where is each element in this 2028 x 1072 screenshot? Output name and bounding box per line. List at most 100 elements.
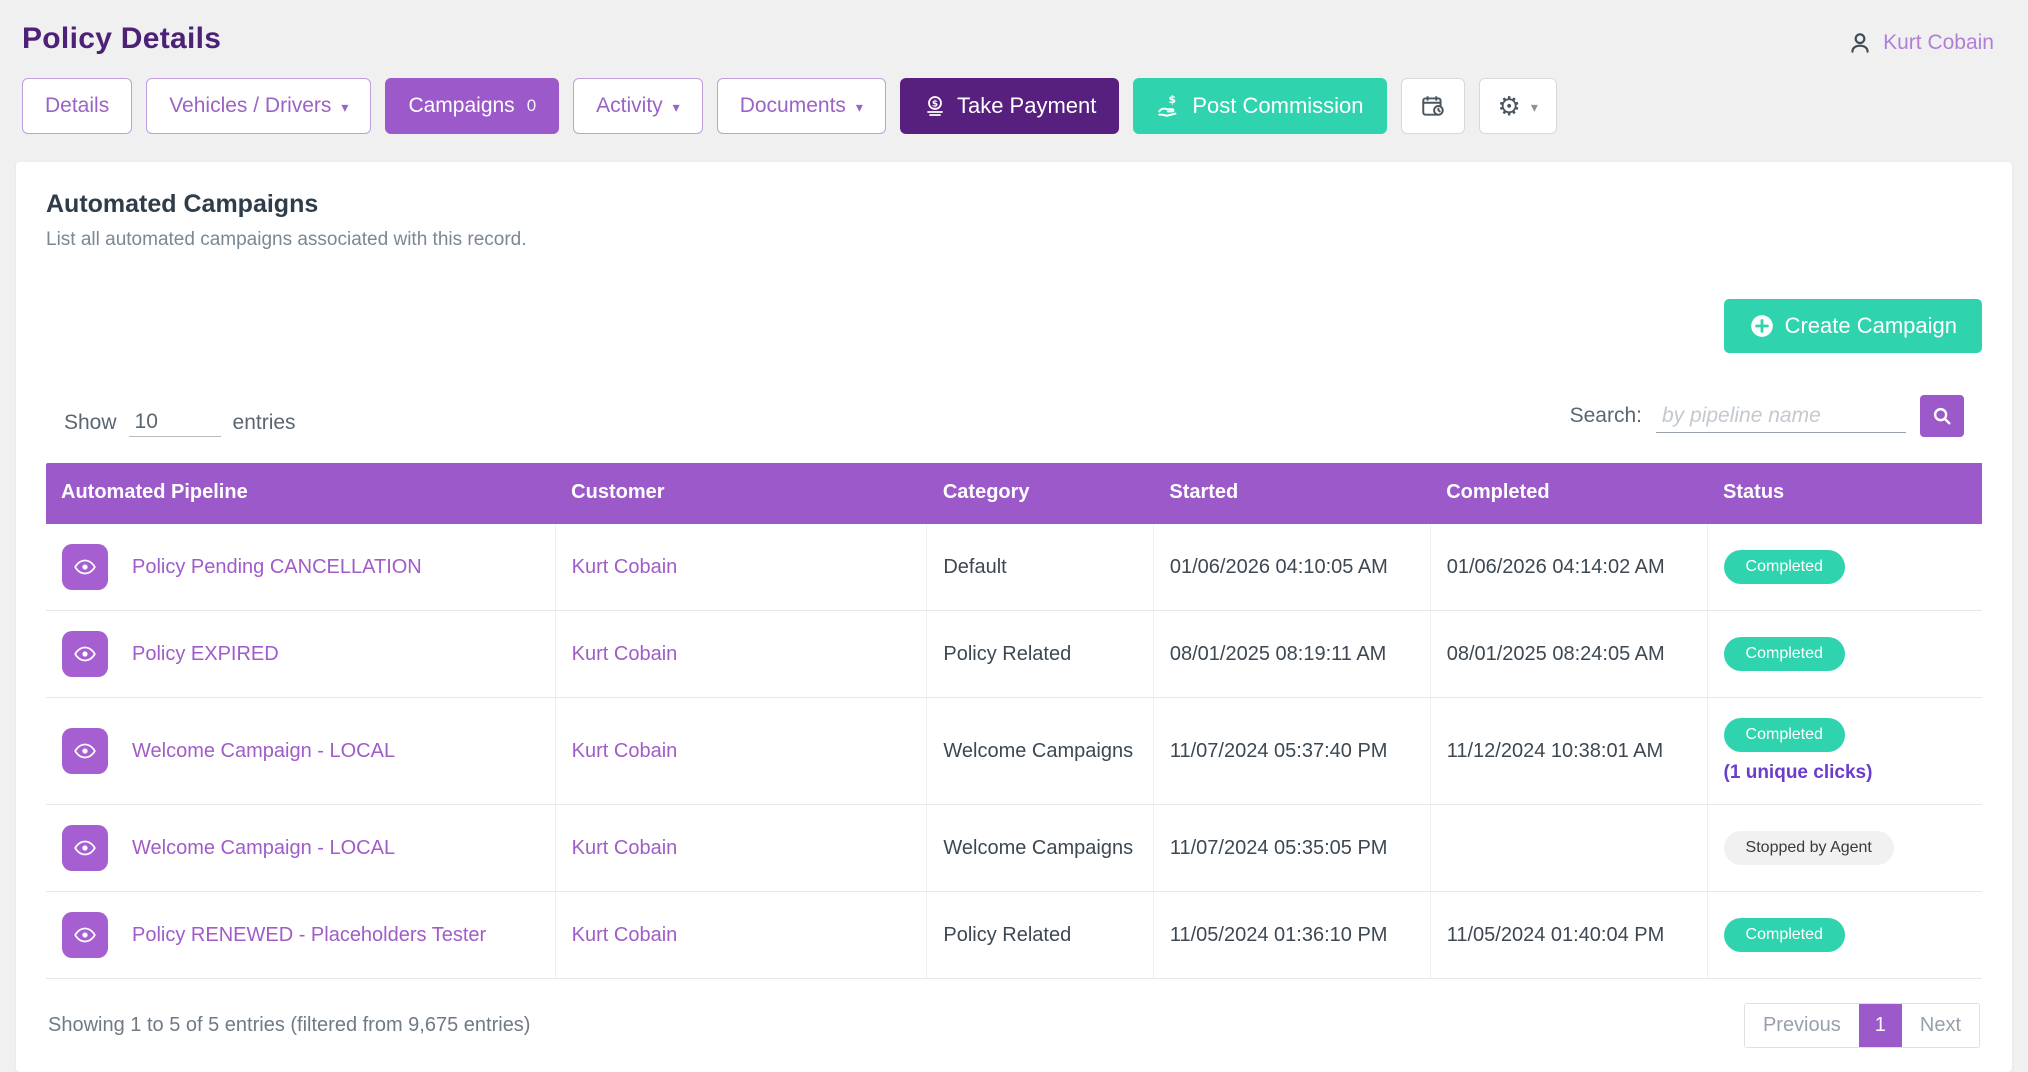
header-automated-pipeline[interactable]: Automated Pipeline: [46, 463, 556, 523]
table-row: Policy EXPIRED Kurt Cobain Policy Relate…: [46, 610, 1982, 698]
pipeline-link[interactable]: Policy RENEWED - Placeholders Tester: [132, 923, 487, 946]
post-commission-button[interactable]: $ Post Commission: [1133, 78, 1387, 134]
started-cell: 11/07/2024 05:37:40 PM: [1153, 697, 1431, 805]
customer-link[interactable]: Kurt Cobain: [571, 642, 678, 665]
activity-label: Activity: [596, 94, 663, 117]
header-completed[interactable]: Completed: [1430, 463, 1708, 523]
chevron-down-icon: ▾: [341, 98, 349, 115]
show-label: Show: [64, 410, 117, 434]
eye-icon: [73, 739, 97, 763]
user-name: Kurt Cobain: [1883, 31, 1994, 54]
customer-link[interactable]: Kurt Cobain: [571, 923, 678, 946]
completed-cell: [1430, 804, 1708, 892]
create-campaign-label: Create Campaign: [1784, 313, 1957, 338]
pipeline-link[interactable]: Policy EXPIRED: [132, 642, 279, 665]
hand-holding-dollar-icon: $: [1156, 93, 1182, 119]
pipeline-link[interactable]: Welcome Campaign - LOCAL: [132, 739, 396, 762]
pipeline-link[interactable]: Welcome Campaign - LOCAL: [132, 836, 396, 859]
started-cell: 11/05/2024 01:36:10 PM: [1153, 891, 1431, 979]
svg-text:$: $: [932, 100, 938, 110]
category-cell: Policy Related: [926, 610, 1154, 698]
category-cell: Policy Related: [926, 891, 1154, 979]
post-commission-label: Post Commission: [1192, 93, 1364, 118]
campaigns-table: Automated Pipeline Customer Category Sta…: [46, 463, 1982, 979]
section-heading: Automated Campaigns: [46, 190, 319, 218]
customer-link[interactable]: Kurt Cobain: [571, 739, 678, 762]
status-badge: Stopped by Agent: [1723, 831, 1894, 865]
started-cell: 11/07/2024 05:35:05 PM: [1153, 804, 1431, 892]
documents-label: Documents: [739, 94, 846, 117]
category-cell: Welcome Campaigns: [926, 697, 1154, 805]
table-row: Policy Pending CANCELLATION Kurt Cobain …: [46, 522, 1982, 611]
documents-dropdown[interactable]: Documents ▾: [716, 78, 886, 134]
page-title: Policy Details: [22, 22, 222, 55]
svg-text:$: $: [1169, 93, 1177, 106]
details-tab-label: Details: [45, 94, 110, 117]
customer-link[interactable]: Kurt Cobain: [571, 555, 678, 578]
table-footer: Showing 1 to 5 of 5 entries (filtered fr…: [46, 1003, 1982, 1048]
view-campaign-button[interactable]: [62, 912, 108, 958]
eye-icon: [73, 836, 97, 860]
completed-cell: 01/06/2026 04:14:02 AM: [1430, 522, 1708, 611]
entries-summary: Showing 1 to 5 of 5 entries (filtered fr…: [48, 1014, 531, 1036]
category-cell: Default: [926, 522, 1154, 611]
details-tab[interactable]: Details: [22, 78, 133, 134]
search-input[interactable]: [1656, 399, 1906, 433]
table-controls: Show entries Search:: [46, 395, 1982, 437]
user-menu[interactable]: Kurt Cobain: [1847, 30, 1994, 56]
header-status[interactable]: Status: [1707, 463, 1982, 523]
pagination: Previous 1 Next: [1743, 1003, 1980, 1048]
cash-register-icon: $: [923, 94, 947, 118]
eye-icon: [73, 555, 97, 579]
search-button[interactable]: [1920, 395, 1964, 437]
view-campaign-button[interactable]: [62, 728, 108, 774]
calendar-button[interactable]: [1400, 78, 1465, 134]
status-badge: Completed: [1723, 918, 1845, 952]
view-campaign-button[interactable]: [62, 631, 108, 677]
create-campaign-button[interactable]: Create Campaign: [1723, 299, 1982, 353]
page-length-input[interactable]: [128, 408, 221, 437]
started-cell: 01/06/2026 04:10:05 AM: [1153, 522, 1431, 611]
table-row: Welcome Campaign - LOCAL Kurt Cobain Wel…: [46, 804, 1982, 892]
chevron-down-icon: ▾: [855, 98, 863, 115]
page-number-button[interactable]: 1: [1858, 1004, 1902, 1047]
view-campaign-button[interactable]: [62, 544, 108, 590]
campaigns-tab[interactable]: Campaigns 0: [385, 78, 560, 134]
take-payment-button[interactable]: $ Take Payment: [899, 78, 1120, 134]
completed-cell: 08/01/2025 08:24:05 AM: [1430, 610, 1708, 698]
vehicles-drivers-label: Vehicles / Drivers: [169, 94, 332, 117]
settings-dropdown[interactable]: ⚙ ▾: [1478, 78, 1557, 134]
vehicles-drivers-dropdown[interactable]: Vehicles / Drivers ▾: [146, 78, 372, 134]
chevron-down-icon: ▾: [672, 98, 680, 115]
toolbar: Details Vehicles / Drivers ▾ Campaigns 0…: [22, 78, 2012, 134]
completed-cell: 11/05/2024 01:40:04 PM: [1430, 891, 1708, 979]
campaigns-count: 0: [526, 96, 537, 115]
user-icon: [1847, 30, 1873, 56]
header-category[interactable]: Category: [926, 463, 1154, 523]
pipeline-link[interactable]: Policy Pending CANCELLATION: [132, 555, 422, 578]
gear-icon: ⚙: [1497, 91, 1521, 121]
unique-clicks-link[interactable]: (1 unique clicks): [1723, 762, 1873, 783]
customer-link[interactable]: Kurt Cobain: [571, 836, 678, 859]
table-row: Policy RENEWED - Placeholders Tester Kur…: [46, 891, 1982, 979]
entries-label: entries: [232, 410, 296, 434]
eye-icon: [73, 923, 97, 947]
status-badge: Completed: [1723, 637, 1845, 671]
table-header-row: Automated Pipeline Customer Category Sta…: [46, 463, 1982, 523]
campaigns-tab-label: Campaigns: [408, 94, 515, 117]
next-page-button[interactable]: Next: [1901, 1004, 1979, 1047]
automated-campaigns-card: Automated Campaigns List all automated c…: [16, 162, 2012, 1072]
chevron-down-icon: ▾: [1530, 98, 1538, 115]
view-campaign-button[interactable]: [62, 825, 108, 871]
header-customer[interactable]: Customer: [555, 463, 927, 523]
activity-dropdown[interactable]: Activity ▾: [573, 78, 703, 134]
search-label: Search:: [1569, 404, 1642, 427]
take-payment-label: Take Payment: [956, 93, 1097, 118]
started-cell: 08/01/2025 08:19:11 AM: [1153, 610, 1431, 698]
status-badge: Completed: [1723, 718, 1845, 752]
previous-page-button[interactable]: Previous: [1744, 1004, 1859, 1047]
header-started[interactable]: Started: [1153, 463, 1431, 523]
topbar: Policy Details Kurt Cobain: [16, 18, 2012, 56]
completed-cell: 11/12/2024 10:38:01 AM: [1430, 697, 1708, 805]
